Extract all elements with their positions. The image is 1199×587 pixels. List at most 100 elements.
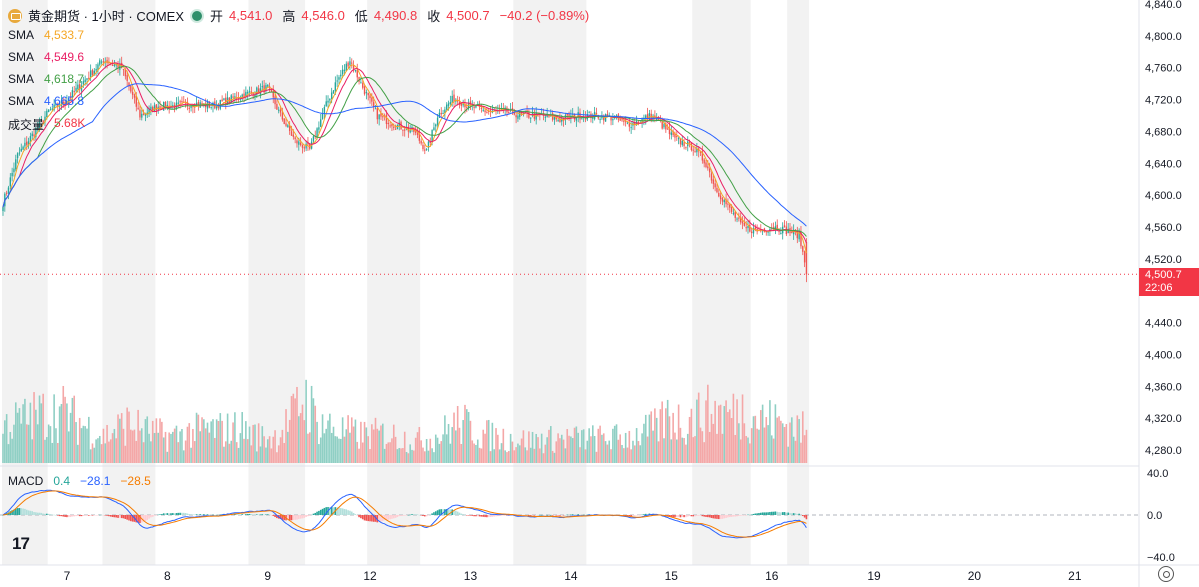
macd-histogram-bar — [692, 515, 695, 517]
volume-bar — [548, 429, 550, 463]
macd-histogram-bar — [64, 515, 66, 517]
legend-sma-4[interactable]: SMA 4,665.8 — [8, 94, 84, 108]
candle-body — [376, 108, 379, 120]
legend-sma-1[interactable]: SMA 4,533.7 — [8, 28, 84, 42]
candle-body — [336, 80, 338, 82]
macd-histogram-bar — [184, 513, 187, 515]
candle-body — [393, 126, 395, 128]
volume-bar — [699, 427, 702, 463]
macd-histogram-bar — [161, 514, 163, 515]
volume-bar — [721, 433, 724, 463]
volume-bar — [515, 447, 517, 463]
candle-body — [610, 116, 612, 121]
volume-bar — [727, 412, 729, 463]
volume-bar — [173, 428, 176, 463]
macd-histogram-bar — [675, 515, 678, 518]
macd-histogram-bar — [329, 507, 331, 515]
macd-histogram-bar — [577, 514, 579, 515]
symbol-title[interactable]: 黄金期货 · 1小时 · COMEX — [28, 9, 185, 24]
volume-bar — [506, 452, 508, 463]
macd-histogram-bar — [455, 510, 457, 515]
settings-gear-icon[interactable] — [1158, 566, 1174, 582]
macd-histogram-bar — [270, 515, 273, 516]
volume-bar — [402, 448, 404, 463]
macd-histogram-bar — [765, 512, 768, 515]
macd-histogram-bar — [791, 513, 793, 515]
macd-histogram-bar — [294, 515, 296, 520]
macd-histogram-bar — [739, 515, 742, 516]
volume-bar — [464, 404, 466, 463]
macd-histogram-bar — [725, 515, 727, 518]
volume-bar — [657, 441, 660, 463]
candle-body — [318, 127, 320, 130]
macd-histogram-bar — [427, 515, 430, 516]
macd-histogram-bar — [177, 512, 180, 515]
macd-histogram-bar — [553, 515, 556, 516]
legend-sma-2[interactable]: SMA 4,549.6 — [8, 50, 84, 64]
volume-bar — [414, 437, 417, 463]
volume-bar — [307, 433, 309, 463]
candle-body — [435, 124, 437, 127]
volume-bar — [422, 447, 424, 463]
volume-bar — [9, 431, 12, 463]
candle-body — [767, 231, 769, 233]
candle-body — [584, 117, 587, 120]
candle-body — [42, 120, 44, 123]
candle-body — [760, 230, 762, 232]
candle-body — [312, 136, 315, 142]
volume-bar — [772, 438, 775, 463]
volume-bar — [330, 432, 333, 463]
candle-body — [36, 127, 39, 129]
volume-bar — [707, 384, 709, 463]
volume-bar — [199, 431, 202, 463]
volume-bar — [385, 443, 388, 463]
macd-histogram-bar — [571, 514, 574, 515]
macd-histogram-bar — [469, 515, 472, 516]
macd-histogram-bar — [204, 514, 207, 515]
macd-histogram-bar — [195, 514, 198, 515]
legend-sma-2-name: SMA — [8, 50, 35, 64]
macd-histogram-bar — [319, 509, 322, 515]
candle-body — [575, 117, 578, 121]
macd-histogram-bar — [383, 515, 386, 521]
volume-bar — [182, 450, 185, 463]
volume-bar — [268, 436, 271, 463]
volume-bar — [522, 430, 525, 463]
candle-body — [321, 113, 324, 119]
legend-sma-4-name: SMA — [8, 94, 35, 108]
candle-body — [606, 114, 609, 117]
volume-bar — [551, 450, 554, 463]
volume-bar — [553, 452, 556, 463]
volume-bar — [358, 448, 360, 463]
candle-body — [197, 102, 200, 107]
macd-histogram-bar — [330, 507, 333, 515]
legend-sma-3[interactable]: SMA 4,618.7 — [8, 72, 84, 86]
last-price-value: 4,500.7 — [1145, 269, 1182, 281]
macd-histogram-bar — [252, 514, 254, 516]
macd-histogram-bar — [192, 514, 194, 515]
candle-body — [488, 110, 490, 112]
candle-body — [363, 86, 366, 95]
volume-bar — [234, 412, 236, 463]
tradingview-logo[interactable]: 17 — [12, 534, 30, 553]
volume-bar — [458, 427, 461, 463]
candle-body — [371, 97, 373, 102]
legend-volume[interactable]: 成交量 5.68K — [8, 116, 85, 133]
volume-bar — [696, 399, 698, 463]
legend-macd[interactable]: MACD 0.4 −28.1 −28.5 — [8, 474, 151, 488]
candle-body — [727, 203, 729, 205]
macd-histogram-bar — [363, 515, 366, 521]
volume-bar — [792, 436, 795, 463]
volume-bar — [164, 431, 167, 463]
candle-body — [97, 64, 99, 71]
volume-bar — [108, 441, 110, 463]
candle-body — [489, 110, 492, 112]
macd-histogram-bar — [670, 515, 673, 517]
candle-body — [111, 65, 114, 67]
macd-histogram-bar — [272, 515, 275, 516]
candle-body — [93, 70, 95, 76]
macd-histogram-bar — [411, 514, 413, 515]
candle-body — [460, 103, 463, 106]
macd-histogram-bar — [303, 515, 306, 518]
